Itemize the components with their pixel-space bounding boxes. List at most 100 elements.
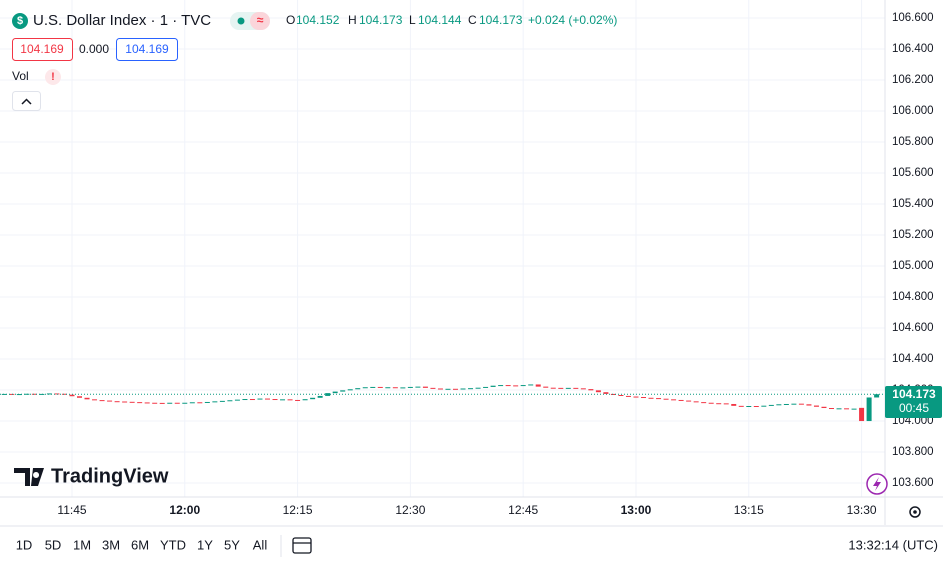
- candle-body: [39, 393, 45, 395]
- ohlc-value: 104.173: [479, 13, 523, 27]
- x-tick-label: 13:30: [847, 503, 877, 517]
- candle-body: [445, 388, 451, 390]
- candle-body: [152, 402, 158, 404]
- y-tick-label: 106.400: [892, 43, 934, 55]
- range-buttons: 1D 5D 1M 3M 6M YTD 1Y 5Y All: [16, 537, 268, 552]
- candle-body: [234, 399, 240, 401]
- x-tick-label: 13:00: [621, 503, 652, 517]
- candle-body: [197, 402, 203, 404]
- settings-button[interactable]: [909, 506, 921, 518]
- y-tick-label: 103.800: [892, 446, 934, 458]
- lightning-icon: [873, 477, 881, 491]
- range-button[interactable]: All: [253, 537, 268, 552]
- candle-body: [633, 396, 639, 398]
- candle-body: [761, 405, 767, 407]
- candle-body: [272, 399, 278, 401]
- range-button[interactable]: 3M: [102, 537, 120, 552]
- candle-body: [280, 399, 286, 401]
- ask-box[interactable]: [116, 38, 178, 61]
- candle-body: [798, 403, 804, 405]
- candle-body: [806, 404, 812, 406]
- candle-body: [355, 388, 361, 390]
- candle-body: [430, 387, 436, 389]
- y-tick-label: 106.000: [892, 105, 934, 117]
- range-button[interactable]: 1M: [73, 537, 91, 552]
- candle-body: [453, 388, 458, 390]
- candle-body: [693, 401, 699, 403]
- candle-body: [851, 408, 857, 410]
- bid-box[interactable]: [12, 38, 73, 61]
- range-button[interactable]: 6M: [131, 537, 149, 552]
- candle-body: [866, 397, 872, 422]
- candle-body: [69, 394, 75, 397]
- candle-body: [768, 404, 774, 406]
- spread: 0.000: [79, 42, 109, 56]
- candle-body: [189, 402, 195, 404]
- candle-body: [242, 399, 248, 401]
- candle-body: [498, 385, 504, 387]
- x-tick-label: 12:00: [169, 503, 200, 517]
- ohlc-key: H: [348, 13, 357, 27]
- candle-body: [791, 403, 797, 405]
- candle-body: [813, 405, 819, 407]
- collapse-button[interactable]: [12, 91, 41, 111]
- candle-body: [129, 401, 135, 403]
- candle-body: [738, 405, 744, 407]
- candle-body: [144, 402, 150, 404]
- y-tick-label: 104.400: [892, 353, 934, 365]
- range-button[interactable]: 5Y: [224, 537, 240, 552]
- candle-body: [483, 386, 489, 388]
- candle-body: [249, 399, 255, 401]
- symbol-icon-glyph: $: [17, 15, 23, 27]
- logo-text: TradingView: [51, 465, 169, 487]
- candle-body: [708, 402, 714, 404]
- candle-body: [543, 386, 549, 388]
- candle-body: [137, 402, 143, 404]
- range-button[interactable]: 1D: [16, 537, 33, 552]
- range-button[interactable]: 1Y: [197, 537, 213, 552]
- candle-body: [317, 395, 323, 398]
- candle-body: [859, 407, 865, 422]
- candle-body: [407, 386, 413, 388]
- x-tick-label: 13:15: [734, 503, 764, 517]
- market-open-dot: [237, 17, 245, 25]
- candle-body: [122, 401, 128, 403]
- x-tick-label: 11:45: [57, 503, 86, 517]
- delay-icon: ≈: [257, 13, 264, 27]
- candle-body: [54, 393, 60, 395]
- candle-body: [844, 408, 850, 410]
- candle-body: [821, 406, 827, 409]
- candle-body: [648, 397, 654, 399]
- candle-body: [159, 402, 165, 404]
- candle-body: [377, 386, 383, 388]
- candle-body: [340, 390, 346, 392]
- date-range-button[interactable]: [292, 537, 312, 554]
- countdown: 00:45: [899, 401, 929, 415]
- delay-badge: [250, 12, 270, 30]
- x-tick-label: 12:30: [395, 503, 425, 517]
- ohlc-value: 104.144: [418, 13, 462, 27]
- candle-body: [753, 406, 759, 408]
- y-tick-label: 105.400: [892, 198, 934, 210]
- candle-body: [61, 393, 67, 395]
- range-button[interactable]: 5D: [45, 537, 62, 552]
- settings-dot: [913, 510, 917, 514]
- candle-body: [580, 388, 586, 390]
- candle-body: [678, 399, 684, 401]
- candle-body: [219, 400, 225, 402]
- y-tick-label: 104.600: [892, 322, 934, 334]
- candles: [0, 384, 885, 422]
- candle-body: [362, 387, 368, 389]
- candle-body: [836, 408, 842, 410]
- candle-body: [528, 384, 534, 386]
- candle-body: [1, 393, 7, 395]
- candle-body: [227, 400, 233, 402]
- warning-icon[interactable]: [45, 69, 61, 85]
- range-button[interactable]: YTD: [160, 537, 186, 552]
- candle-body: [701, 402, 707, 404]
- y-tick-label: 106.200: [892, 74, 934, 86]
- candle-body: [107, 400, 113, 402]
- symbol-title[interactable]: U.S. Dollar Index · 1 · TVC: [33, 12, 211, 29]
- y-tick-label: 105.200: [892, 229, 934, 241]
- candle-body: [302, 399, 308, 401]
